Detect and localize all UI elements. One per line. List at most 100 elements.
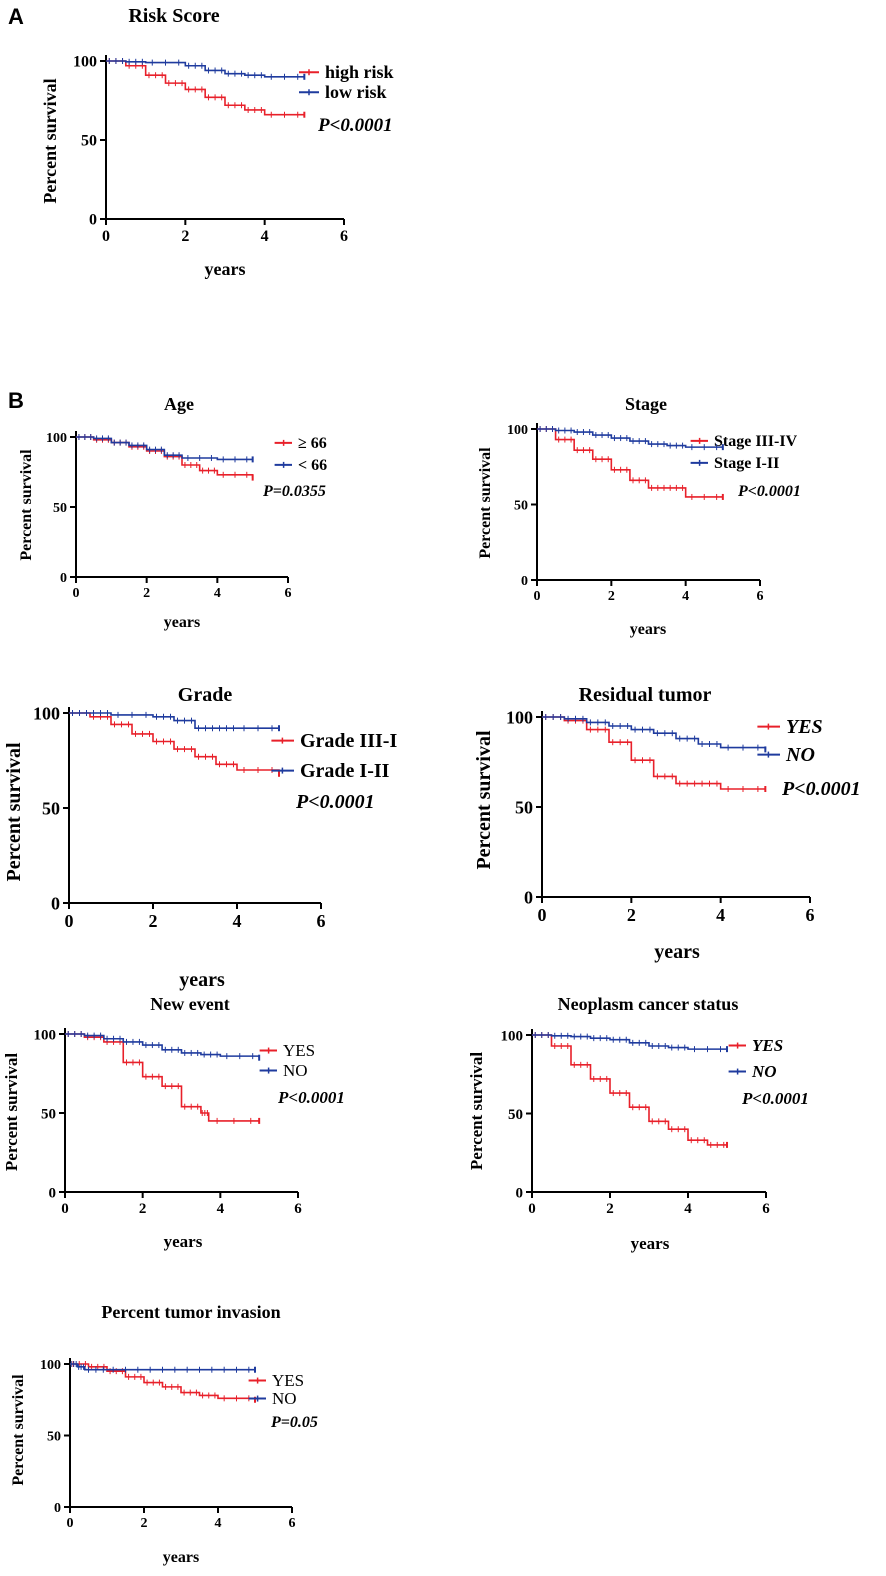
y-tick-label: 100 bbox=[34, 1027, 57, 1043]
series-line-a bbox=[542, 716, 766, 790]
y-tick-label: 0 bbox=[521, 574, 528, 589]
p-value: P<0.0001 bbox=[741, 1089, 809, 1108]
chart-7: Neoplasm cancer status 0 2 4 6 0 50 100 years Per… bbox=[467, 994, 809, 1253]
x-tick-label: 2 bbox=[149, 911, 158, 931]
y-tick-label: 50 bbox=[514, 498, 528, 513]
y-tick-label: 0 bbox=[516, 1185, 524, 1201]
panel-label-b: B bbox=[8, 388, 24, 413]
y-axis-label: Percent survival bbox=[2, 1053, 21, 1171]
chart-2: Age 0 2 4 6 0 50 100 years Percent survival ≥ 66 < … bbox=[18, 394, 327, 631]
chart-title: Neoplasm cancer status bbox=[558, 994, 739, 1014]
x-tick-label: 2 bbox=[606, 1201, 614, 1217]
y-tick-label: 100 bbox=[46, 431, 67, 446]
x-tick-label: 2 bbox=[608, 589, 615, 604]
x-tick-label: 4 bbox=[684, 1201, 692, 1217]
y-tick-label: 50 bbox=[81, 133, 97, 150]
y-tick-label: 50 bbox=[515, 797, 533, 817]
x-tick-label: 0 bbox=[61, 1201, 69, 1217]
legend-label: ≥ 66 bbox=[298, 435, 327, 452]
legend-label: NO bbox=[785, 744, 815, 766]
chart-title: Residual tumor bbox=[579, 684, 712, 706]
x-axis-label: years bbox=[164, 614, 200, 631]
chart-4: Grade 0 2 4 6 0 50 100 years Percent survival Grad… bbox=[3, 684, 397, 991]
y-axis-label: Percent survival bbox=[3, 742, 25, 881]
x-tick-label: 6 bbox=[762, 1201, 770, 1217]
chart-6: New event 0 2 4 6 0 50 100 years Percent survival… bbox=[2, 994, 345, 1251]
chart-title: Percent tumor invasion bbox=[101, 1302, 280, 1322]
y-tick-label: 100 bbox=[73, 54, 97, 71]
series-line-a bbox=[70, 1363, 256, 1400]
chart-3: Stage 0 2 4 6 0 50 100 years Percent survival Stag… bbox=[477, 394, 801, 638]
y-tick-label: 0 bbox=[60, 571, 67, 586]
x-tick-label: 6 bbox=[806, 905, 815, 925]
x-tick-label: 4 bbox=[215, 1516, 222, 1531]
chart-5: Residual tumor 0 2 4 6 0 50 100 years Percent sur… bbox=[473, 684, 861, 963]
y-tick-label: 0 bbox=[54, 1501, 61, 1516]
x-tick-label: 4 bbox=[716, 905, 725, 925]
x-tick-label: 4 bbox=[682, 589, 689, 604]
y-tick-label: 100 bbox=[507, 423, 528, 438]
x-axis-label: years bbox=[164, 1232, 203, 1251]
y-axis-label: Percent survival bbox=[467, 1052, 486, 1170]
y-tick-label: 0 bbox=[49, 1185, 57, 1201]
legend-label: NO bbox=[272, 1389, 297, 1408]
x-tick-label: 4 bbox=[233, 911, 242, 931]
legend-label: YES bbox=[752, 1036, 783, 1055]
x-tick-label: 2 bbox=[627, 905, 636, 925]
legend-label: low risk bbox=[325, 82, 387, 102]
x-tick-label: 0 bbox=[73, 586, 80, 601]
series-line-a bbox=[537, 428, 723, 498]
panel-label-a: A bbox=[8, 4, 24, 29]
p-value: P<0.0001 bbox=[317, 115, 393, 136]
series-line-a bbox=[532, 1034, 727, 1146]
x-axis-label: years bbox=[163, 1549, 199, 1566]
x-tick-label: 2 bbox=[139, 1201, 147, 1217]
series-line-b bbox=[65, 1033, 260, 1058]
legend-label: Stage III-IV bbox=[714, 433, 798, 450]
x-tick-label: 0 bbox=[65, 911, 74, 931]
x-tick-label: 0 bbox=[534, 589, 541, 604]
x-tick-label: 0 bbox=[528, 1201, 536, 1217]
x-tick-label: 0 bbox=[67, 1516, 74, 1531]
chart-1: Risk Score 0 2 4 6 0 50 100 years Percent surviva… bbox=[40, 5, 394, 279]
p-value: P=0.05 bbox=[270, 1414, 318, 1431]
y-tick-label: 0 bbox=[89, 212, 97, 229]
legend-label: < 66 bbox=[298, 457, 327, 474]
x-axis-label: years bbox=[630, 621, 666, 638]
x-tick-label: 0 bbox=[538, 905, 547, 925]
y-tick-label: 0 bbox=[51, 893, 60, 913]
x-tick-label: 4 bbox=[261, 228, 269, 245]
chart-8: Percent tumor invasion 0 2 4 6 0 50 100 years Per… bbox=[10, 1302, 318, 1566]
legend-label: YES bbox=[272, 1371, 304, 1390]
y-axis-label: Percent survival bbox=[10, 1374, 27, 1486]
legend-label: Stage I-II bbox=[714, 455, 779, 472]
x-tick-label: 6 bbox=[317, 911, 326, 931]
legend-label: Grade III-I bbox=[300, 730, 397, 752]
p-value: P<0.0001 bbox=[295, 791, 375, 813]
y-tick-label: 50 bbox=[47, 1429, 61, 1444]
legend-label: Grade I-II bbox=[300, 760, 390, 782]
x-axis-label: years bbox=[205, 259, 246, 279]
x-tick-label: 6 bbox=[757, 589, 764, 604]
x-axis-label: years bbox=[631, 1234, 670, 1253]
legend-label: high risk bbox=[325, 62, 394, 82]
x-tick-label: 4 bbox=[217, 1201, 225, 1217]
p-value: P<0.0001 bbox=[737, 483, 801, 500]
y-axis-label: Percent survival bbox=[18, 449, 35, 561]
x-tick-label: 6 bbox=[285, 586, 292, 601]
y-axis-label: Percent survival bbox=[40, 78, 60, 203]
series-line-a bbox=[69, 712, 280, 774]
chart-title: Grade bbox=[178, 684, 233, 706]
x-tick-label: 6 bbox=[289, 1516, 296, 1531]
x-tick-label: 2 bbox=[141, 1516, 148, 1531]
p-value: P<0.0001 bbox=[277, 1088, 345, 1107]
x-tick-label: 4 bbox=[214, 586, 221, 601]
y-axis-label: Percent survival bbox=[477, 447, 494, 559]
y-tick-label: 50 bbox=[508, 1107, 523, 1123]
chart-title: New event bbox=[150, 994, 229, 1014]
y-tick-label: 0 bbox=[524, 887, 533, 907]
y-tick-label: 50 bbox=[41, 1106, 56, 1122]
x-tick-label: 6 bbox=[340, 228, 348, 245]
y-tick-label: 50 bbox=[42, 798, 60, 818]
